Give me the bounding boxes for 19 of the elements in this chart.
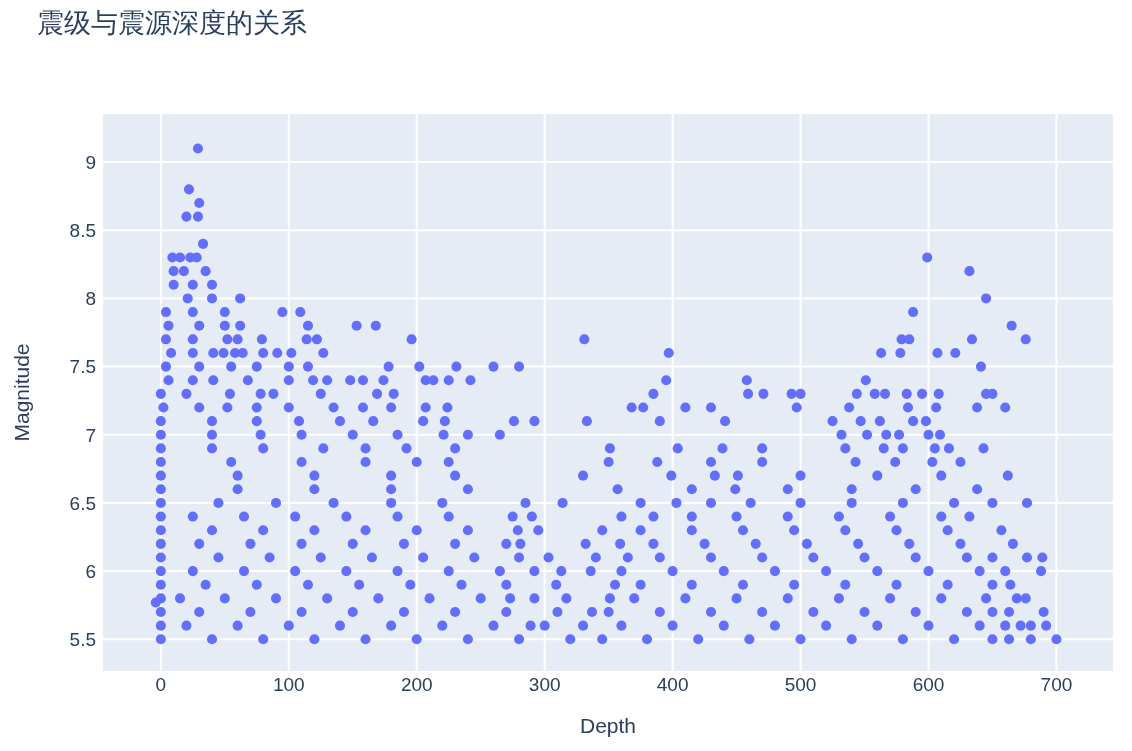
y-axis-title: Magnitude [10, 343, 34, 442]
y-tick-label: 7 [85, 424, 96, 446]
chart-title: 震级与震源深度的关系 [37, 7, 307, 38]
y-tick-label: 6.5 [69, 492, 96, 514]
x-tick-label: 400 [656, 674, 689, 696]
x-axis-title: Depth [579, 713, 637, 737]
y-tick-label: 6 [85, 560, 96, 582]
x-tick-label: 600 [912, 674, 945, 696]
y-tick-label: 8.5 [69, 220, 96, 241]
x-tick-label: 300 [528, 674, 561, 696]
x-tick-label: 700 [1040, 674, 1073, 696]
y-tick-label: 9 [85, 151, 96, 173]
y-tick-label: 7.5 [69, 356, 96, 378]
x-tick-label: 0 [155, 674, 167, 696]
x-tick-label: 500 [784, 674, 817, 696]
y-tick-label: 8 [85, 288, 96, 310]
x-tick-label: 100 [272, 674, 305, 696]
y-tick-label: 5.5 [69, 629, 96, 651]
x-tick-label: 200 [400, 674, 433, 696]
